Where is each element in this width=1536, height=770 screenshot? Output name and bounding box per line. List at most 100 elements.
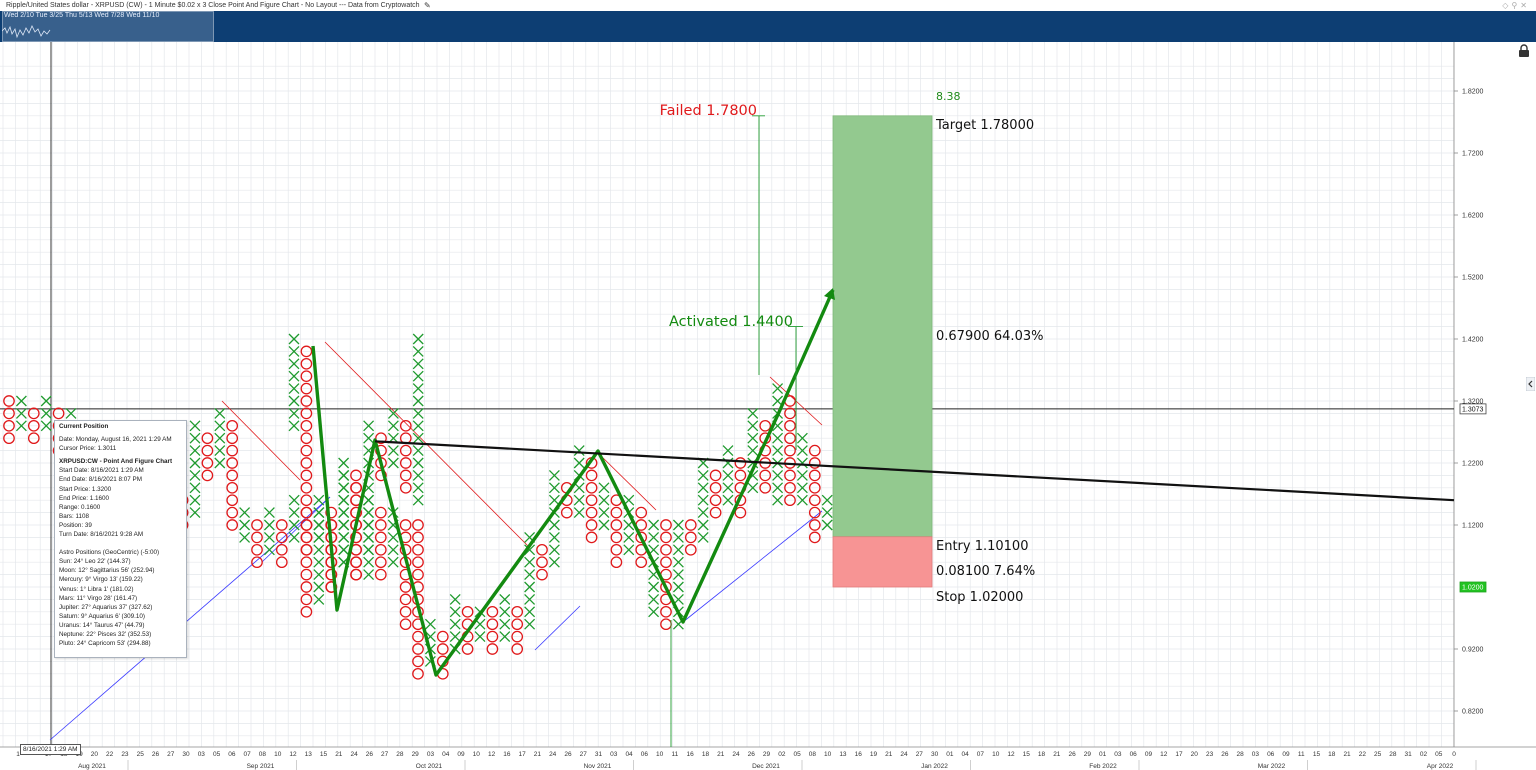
o-mark — [374, 543, 387, 556]
x-tick-label: 24 — [350, 751, 358, 758]
o-mark — [3, 407, 15, 420]
neckline-trendline — [374, 440, 1455, 502]
x-mark — [524, 569, 536, 581]
x-tick-label: 21 — [1343, 751, 1351, 758]
x-mark — [288, 494, 300, 506]
panel-cursor-price: Cursor Price: 1.3011 — [59, 445, 117, 453]
o-mark — [201, 432, 214, 445]
x-mark — [338, 469, 350, 481]
x-mark — [722, 494, 734, 506]
panel-astro: Mars: 11° Virgo 28' (161.47) — [59, 594, 138, 602]
x-tick-label: 05 — [793, 751, 801, 758]
x-mark — [648, 519, 660, 531]
o-mark — [300, 556, 313, 569]
x-mark — [239, 531, 251, 543]
x-tick-label: 26 — [152, 751, 160, 758]
o-mark — [325, 568, 338, 581]
x-tick-label: 02 — [778, 751, 786, 758]
navigator-window-handle[interactable] — [2, 11, 214, 42]
x-mark — [387, 544, 399, 556]
o-mark — [585, 506, 598, 519]
o-mark — [808, 494, 821, 507]
o-mark — [808, 506, 821, 519]
x-tick-label: 10 — [274, 751, 282, 758]
o-mark — [784, 419, 796, 432]
o-mark — [660, 543, 672, 556]
o-mark — [399, 469, 412, 482]
x-mark — [189, 445, 201, 457]
o-mark — [610, 556, 623, 569]
o-mark — [251, 531, 263, 544]
x-tick-label: 21 — [717, 751, 725, 758]
o-mark — [374, 506, 387, 519]
x-mark — [288, 507, 300, 519]
y-tick-label: 0.9200 — [1462, 647, 1484, 654]
x-mark — [214, 420, 226, 432]
panel-line: Bars: 1108 — [59, 512, 89, 520]
o-mark — [300, 382, 313, 395]
o-mark — [350, 481, 362, 494]
o-mark — [300, 457, 313, 469]
x-month-label: Apr 2022 — [1427, 763, 1454, 770]
x-mark — [313, 531, 325, 543]
o-mark — [27, 407, 40, 420]
o-mark — [300, 444, 313, 457]
o-mark — [784, 407, 796, 420]
o-mark — [300, 345, 313, 358]
x-month-label: Sep 2021 — [247, 763, 275, 770]
x-mark — [648, 531, 660, 543]
x-mark — [214, 445, 226, 457]
o-mark — [275, 543, 288, 556]
o-mark — [759, 419, 772, 432]
o-mark — [300, 581, 313, 593]
x-month-label: Jan 2022 — [921, 763, 948, 770]
x-mark — [524, 618, 536, 630]
o-mark — [486, 618, 499, 631]
x-mark — [598, 494, 610, 506]
o-mark — [300, 432, 313, 445]
x-tick-label: 04 — [962, 751, 970, 758]
window-control-icons[interactable]: ◇⚲✕ — [1502, 0, 1530, 11]
o-mark — [610, 531, 623, 544]
y-axis: 1.8200 1.7200 1.6200 1.5200 1.4200 1.3200 1.22… — [1454, 89, 1484, 716]
panel-astro: Neptune: 22° Pisces 32' (352.53) — [59, 630, 152, 638]
close-icon[interactable]: ✕ — [1520, 1, 1530, 10]
x-mark — [288, 370, 300, 382]
chevron-left-icon[interactable] — [1526, 377, 1535, 391]
o-mark — [635, 556, 648, 569]
o-mark — [399, 457, 412, 469]
o-mark — [585, 481, 598, 494]
o-mark — [808, 531, 821, 544]
x-mark — [697, 494, 709, 506]
x-mark — [623, 544, 635, 556]
x-mark — [796, 432, 808, 444]
diamond-icon[interactable]: ◇ — [1502, 1, 1512, 10]
x-tick-label: 12 — [488, 751, 496, 758]
pnf-chart[interactable]: 1 17 18 19 20 22 23 25 26 27 30 03 05 06 07 08 10 12 13 15 2… — [0, 42, 1536, 770]
x-mark — [796, 482, 808, 494]
pin-icon[interactable]: ⚲ — [1511, 1, 1521, 10]
o-mark — [226, 519, 239, 531]
x-tick-label: 23 — [1206, 751, 1214, 758]
o-mark — [734, 506, 747, 519]
o-mark — [300, 519, 313, 531]
support-line — [261, 496, 331, 563]
x-mark — [573, 494, 585, 506]
lock-icon[interactable] — [1517, 44, 1531, 58]
x-tick-label: 30 — [182, 751, 190, 758]
panel-astro: Mercury: 9° Virgo 13' (159.22) — [59, 576, 143, 584]
current-position-panel: Current Position Date: Monday, August 16… — [54, 420, 187, 658]
x-mark — [387, 420, 399, 432]
x-mark — [598, 482, 610, 494]
y-tick-label: 1.1200 — [1462, 523, 1484, 530]
navigator-bar[interactable]: Wed 2/10 Tue 3/25 Thu 5/13 Wed 7/28 Wed … — [0, 11, 1536, 42]
x-mark — [697, 507, 709, 519]
x-mark — [387, 531, 399, 543]
x-mark — [697, 469, 709, 481]
pencil-icon[interactable]: ✎ — [424, 1, 431, 10]
x-mark — [313, 556, 325, 568]
o-mark — [226, 494, 239, 507]
x-tick-label: 21 — [885, 751, 893, 758]
o-mark — [412, 643, 424, 655]
x-month-label: Feb 2022 — [1089, 763, 1117, 770]
